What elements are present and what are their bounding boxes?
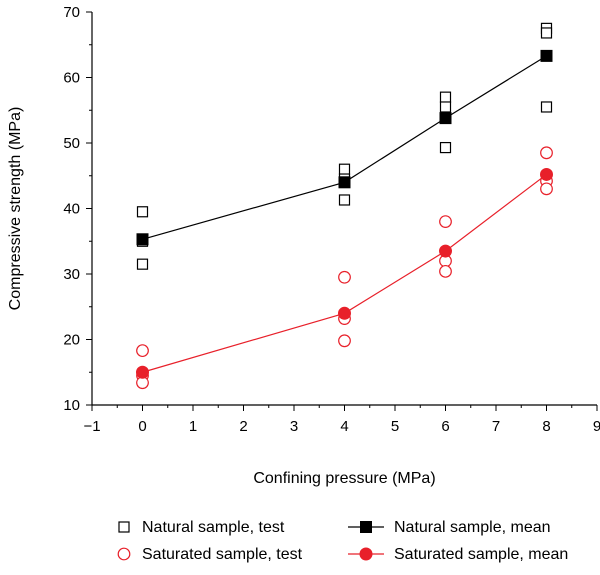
legend-label: Saturated sample, test [142,546,303,563]
legend-marker [360,521,372,533]
data-point [540,49,553,62]
data-point [338,334,351,348]
x-tick-label: 3 [290,418,298,435]
legend-label: Natural sample, test [142,519,285,536]
legend-marker [117,547,131,561]
y-tick-label: 70 [63,4,80,21]
legend-item: Saturated sample, mean [348,546,568,563]
x-tick-label: 6 [441,418,449,435]
y-tick-label: 40 [63,201,80,218]
data-point [136,258,149,270]
data-point [136,206,149,218]
series-natural-sample-test [136,22,553,270]
x-tick-label: −1 [83,418,100,435]
x-tick-label: 8 [542,418,550,435]
legend-item: Natural sample, mean [348,519,551,536]
series-line [142,55,547,240]
data-point [540,101,553,113]
y-tick-label: 50 [63,135,80,152]
axes: −1 0 1 2 3 4 5 6 7 8 9 10 20 30 40 50 60 70 [63,4,600,435]
legend-item: Natural sample, test [118,519,285,536]
x-tick-label: 1 [189,418,197,435]
data-point [338,270,351,284]
data-point [540,167,553,181]
data-point [439,112,452,125]
x-tick-label: 4 [340,418,348,435]
series-natural-sample-mean [136,49,553,246]
x-tick-label: 9 [593,418,600,435]
data-point [136,365,149,379]
y-tick-label: 60 [63,70,80,87]
data-point [540,27,553,39]
series-saturated-sample-mean [136,167,553,379]
data-point [338,194,351,206]
legend-item: Saturated sample, test [117,546,303,563]
legend-label: Natural sample, mean [394,519,551,536]
legend-marker [359,547,373,561]
data-point [439,215,452,229]
series-layer [136,22,553,390]
data-point [439,264,452,278]
x-tick-label: 0 [138,418,146,435]
series-line [142,173,547,373]
data-point [338,306,351,320]
legend: Natural sample, test Natural sample, mean… [117,519,568,563]
data-point [439,141,452,154]
data-point [439,244,452,258]
y-axis-title: Compressive strength (MPa) [7,107,24,311]
y-tick-label: 10 [63,397,80,414]
x-tick-label: 2 [239,418,247,435]
y-tick-label: 30 [63,266,80,283]
x-tick-label: 5 [391,418,399,435]
data-point [136,344,149,358]
data-point [136,233,149,246]
x-axis-title: Confining pressure (MPa) [253,470,435,487]
data-point [540,182,553,196]
data-point [338,163,351,175]
legend-label: Saturated sample, mean [394,546,568,563]
data-point [439,91,452,103]
y-tick-label: 20 [63,332,80,349]
legend-marker [118,521,130,533]
x-tick-label: 7 [492,418,500,435]
data-point [338,176,351,189]
data-point [439,101,452,113]
data-point [540,146,553,160]
